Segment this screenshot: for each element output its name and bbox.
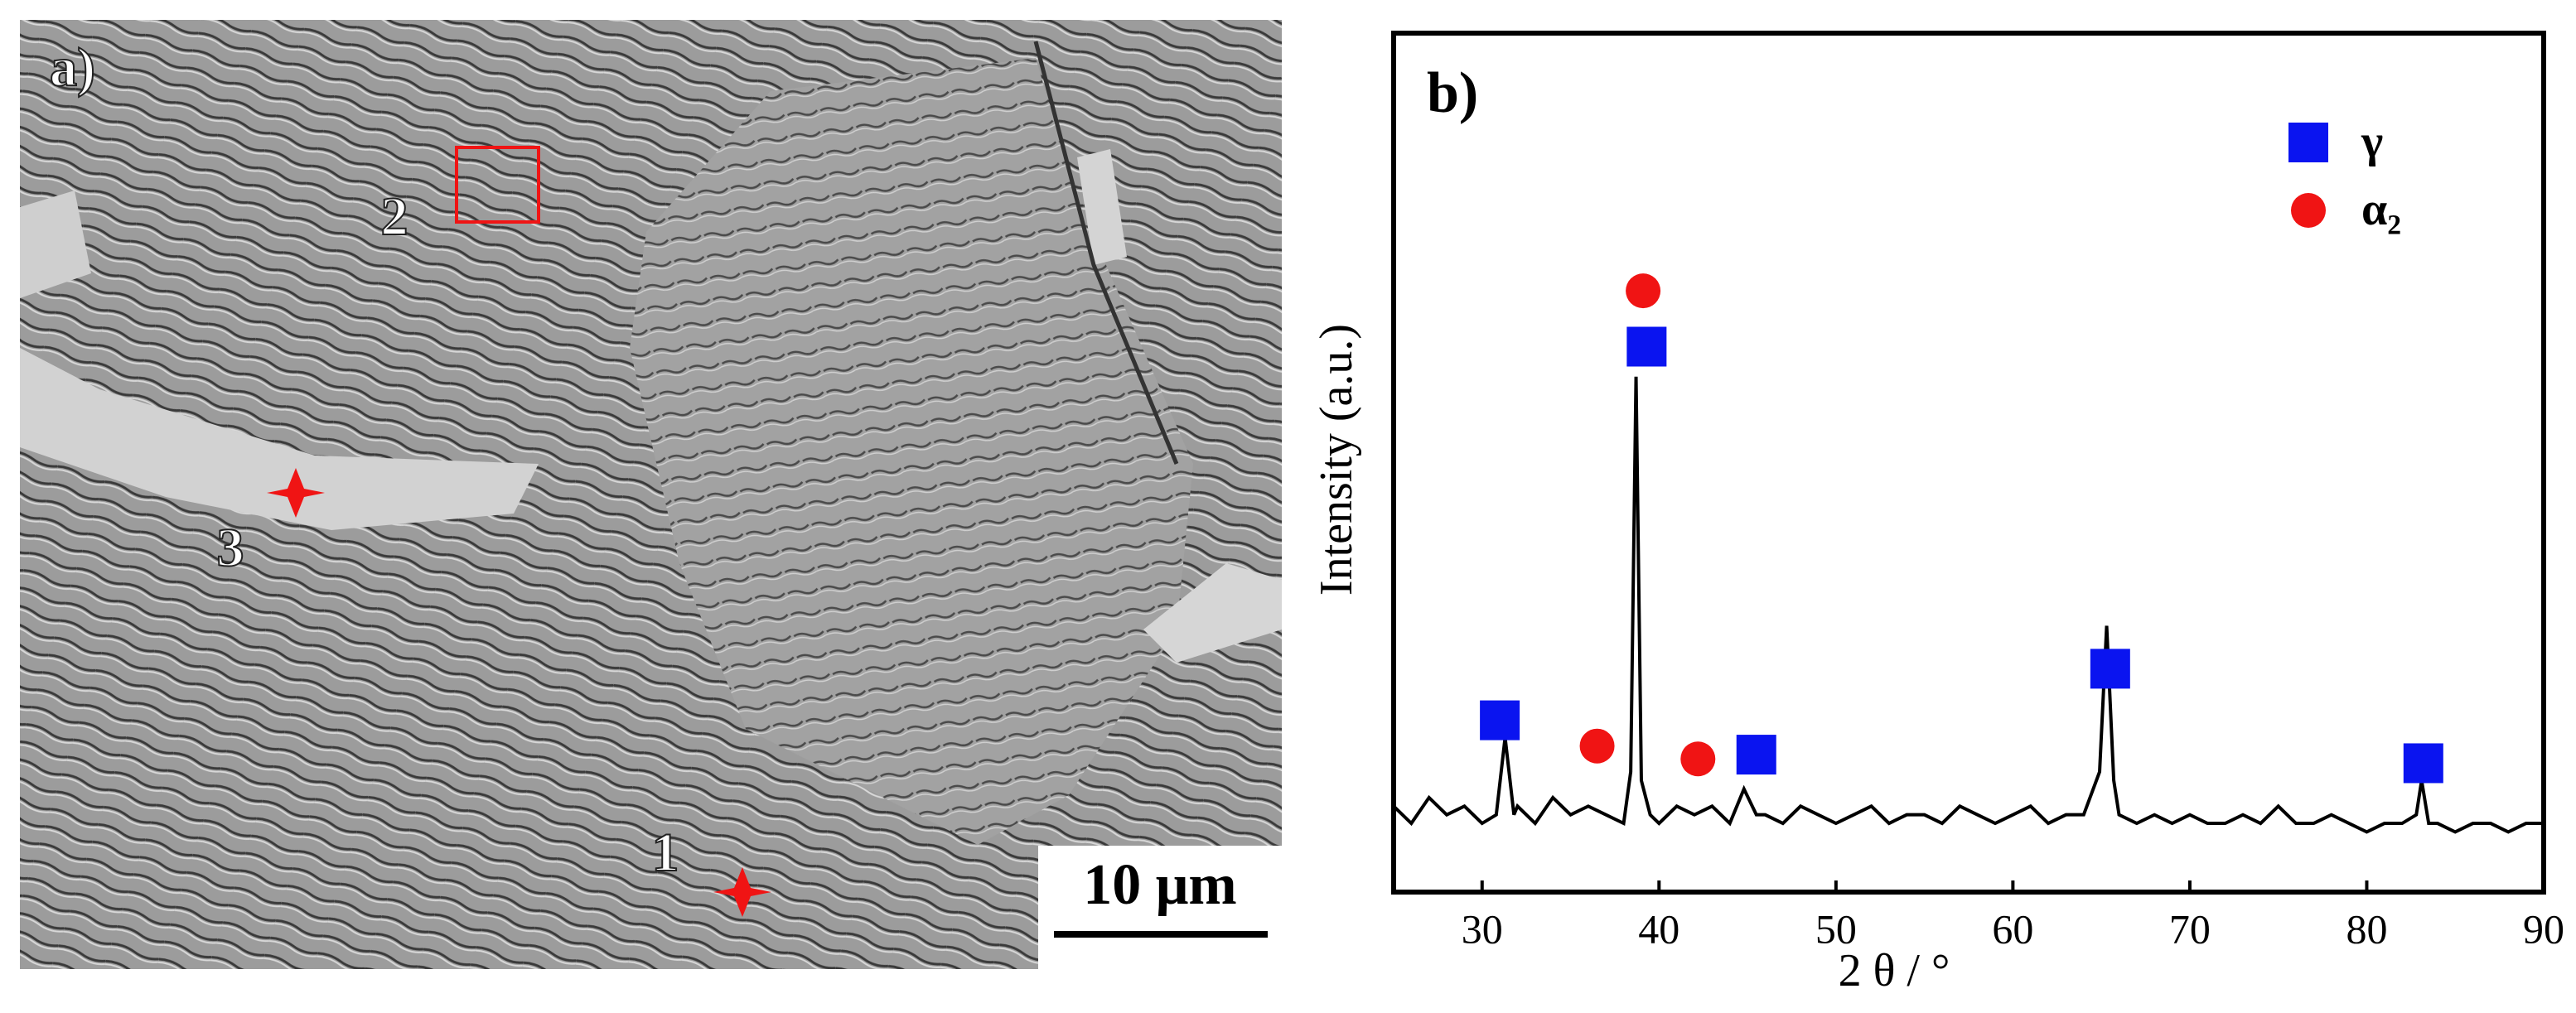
selection-box: [455, 146, 540, 224]
x-axis-label: 2 θ / °: [1839, 945, 1950, 996]
x-tick-label: 90: [2523, 905, 2564, 952]
x-tick-label: 50: [1815, 905, 1857, 952]
plot-frame: [1391, 31, 2546, 895]
star-marker: [267, 468, 325, 518]
legend-swatch: [2291, 193, 2326, 228]
gamma-marker: [1480, 700, 1520, 740]
legend-label: γ: [2361, 116, 2383, 167]
xrd-chart: 30 40 50 60 70 80 90 2 θ / ° Intensity (a.u.) b) γ…: [1311, 31, 2564, 996]
x-tick-label: 40: [1638, 905, 1679, 952]
alpha2-marker: [1626, 273, 1661, 309]
x-tick-label: 60: [1992, 905, 2033, 952]
gamma-marker: [1626, 326, 1667, 367]
xrd-trace: [1392, 376, 2544, 834]
point-label: 2: [381, 186, 408, 247]
alpha2-marker: [1579, 728, 1615, 764]
y-axis-label: Intensity (a.u.): [1311, 324, 1362, 596]
panel-label: b): [1427, 61, 1478, 125]
alpha2-marker: [1680, 741, 1716, 777]
panel-label: a): [50, 37, 95, 98]
micrograph: 10 μm a) 1 2 3: [20, 20, 1282, 969]
point-label: 1: [652, 822, 679, 883]
gamma-marker: [1736, 735, 1776, 775]
scale-bar-box: [1038, 846, 1282, 969]
scale-bar-label: 10 μm: [1083, 853, 1237, 917]
legend-swatch: [2288, 123, 2328, 162]
legend-label: α₂: [2361, 184, 2401, 235]
star-marker: [713, 867, 771, 917]
gamma-marker: [2090, 649, 2130, 689]
x-tick-label: 30: [1462, 905, 1503, 952]
x-tick-label: 70: [2169, 905, 2211, 952]
x-tick-label: 80: [2346, 905, 2387, 952]
gamma-marker: [2403, 743, 2443, 784]
point-label: 3: [217, 518, 244, 578]
